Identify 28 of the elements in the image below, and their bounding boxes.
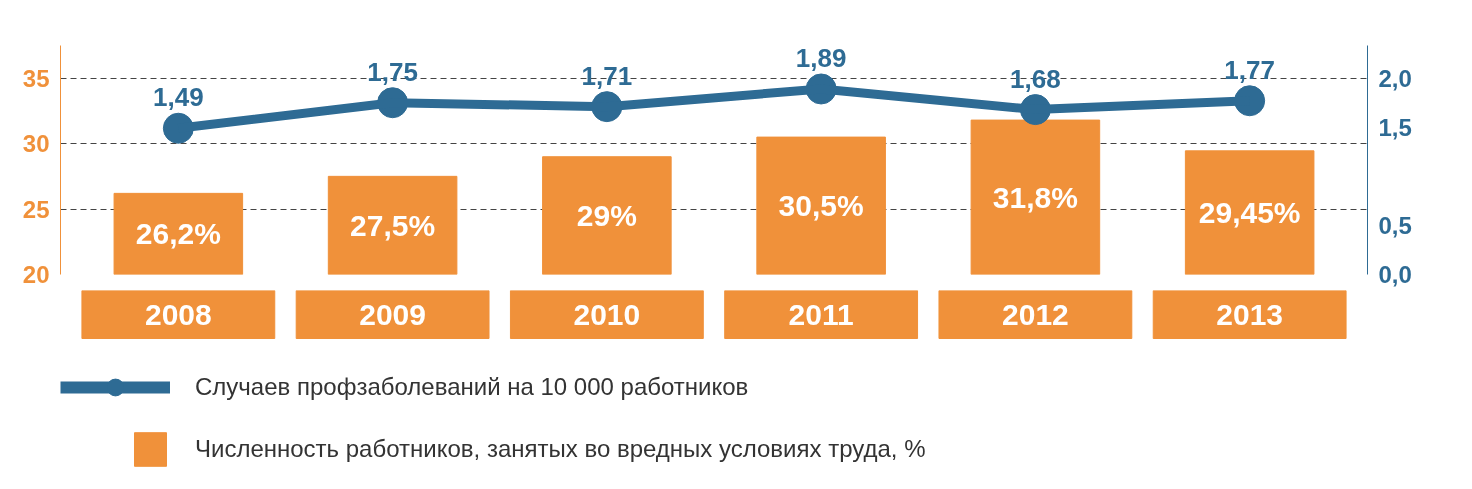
y2-tick-label: 1,5 xyxy=(1378,113,1412,141)
x-tick-label: 2012 xyxy=(1002,297,1069,331)
y2-tick-label: 0,5 xyxy=(1378,211,1412,239)
legend-label: Численность работников, занятых во вредных условиях труда, % xyxy=(195,435,926,463)
legend-label: Случаев профзаболеваний на 10 000 работников xyxy=(195,373,749,401)
x-tick-label: 2010 xyxy=(573,297,641,331)
y-tick-label: 25 xyxy=(22,195,50,223)
data-label: 26,2% xyxy=(135,217,221,251)
y-tick-label: 35 xyxy=(22,64,50,92)
y2-tick-label: 0,0 xyxy=(1378,261,1412,288)
data-label: 29% xyxy=(576,199,637,233)
y-tick-label: 30 xyxy=(22,130,50,158)
data-label: 1,49 xyxy=(153,82,204,113)
x-tick-label: 2013 xyxy=(1216,297,1284,331)
data-label: 29,45% xyxy=(1198,196,1301,230)
x-tick-label: 2011 xyxy=(788,297,854,331)
y-tick-label: 20 xyxy=(22,261,50,288)
data-label: 1,75 xyxy=(367,56,418,87)
data-label: 1,77 xyxy=(1224,54,1275,85)
data-label: 1,68 xyxy=(1010,63,1061,94)
data-label: 27,5% xyxy=(350,208,436,242)
data-label: 1,89 xyxy=(795,42,847,73)
data-label: 31,8% xyxy=(992,180,1078,214)
x-tick-label: 2008 xyxy=(144,297,212,331)
x-tick-label: 2009 xyxy=(359,297,426,331)
data-label: 1,71 xyxy=(581,60,633,91)
y2-tick-label: 2,0 xyxy=(1378,64,1412,92)
data-label: 30,5% xyxy=(778,189,864,223)
